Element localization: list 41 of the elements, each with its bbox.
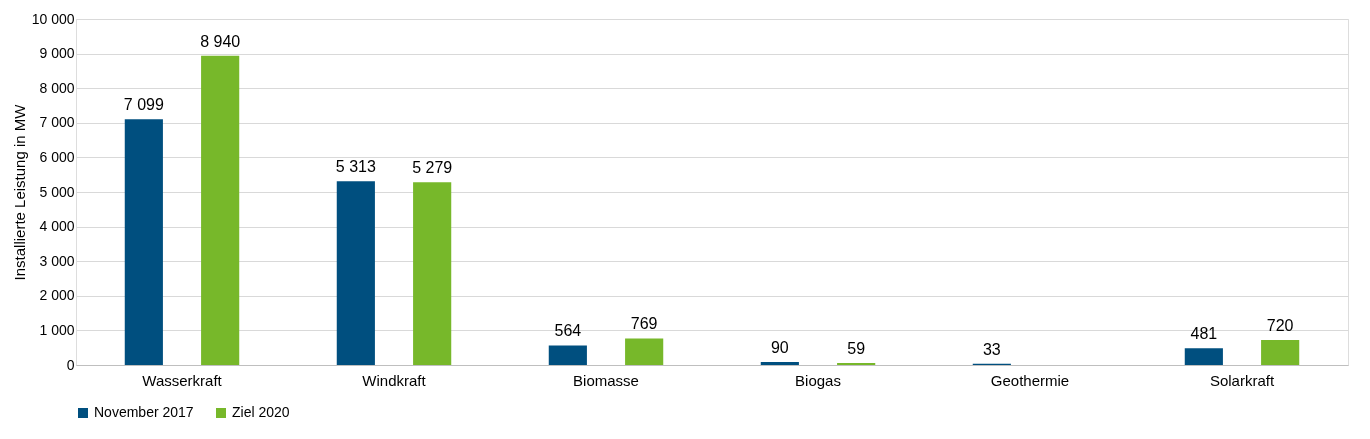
x-tick-label: Biogas [795,371,841,389]
x-tick-label: Geothermie [990,371,1070,389]
legend-label: Ziel 2020 [232,404,290,420]
y-axis-title: Installierte Leistung in MW [10,103,28,281]
data-label: 59 [847,339,866,357]
x-tick-label: Wasserkraft [142,371,223,389]
y-tick-label: 1 000 [39,321,75,338]
y-tick-label: 0 [66,356,75,373]
data-label: 33 [982,340,1001,358]
y-tick-label: 6 000 [39,148,75,165]
y-tick-label: 2 000 [39,287,75,304]
data-label: 90 [770,338,789,356]
bar [124,119,163,365]
y-tick-label: 9 000 [39,45,75,62]
x-tick-label: Biomasse [573,371,639,389]
data-label: 720 [1266,317,1294,335]
data-label: 5 313 [335,158,376,176]
data-label: 7 099 [123,96,164,114]
bar [201,55,240,365]
data-label: 481 [1190,325,1218,343]
bar [413,182,452,365]
y-tick-label: 8 000 [39,79,75,96]
bar [625,338,664,365]
y-tick-label: 10 000 [31,10,75,27]
data-label: 564 [554,322,582,340]
y-tick-label: 4 000 [39,218,75,235]
y-tick-label: 5 000 [39,183,75,200]
y-tick-label: 3 000 [39,252,75,269]
data-label: 8 940 [200,32,241,50]
bar [760,361,799,365]
x-tick-label: Windkraft [362,371,427,389]
bar [548,345,587,365]
bar [1184,348,1223,365]
bar [336,181,375,365]
legend-label: November 2017 [94,404,194,420]
bar [837,362,876,365]
y-tick-label: 7 000 [39,114,75,131]
data-label: 769 [630,315,658,333]
data-label: 5 279 [412,159,453,177]
bar [1261,340,1300,365]
x-tick-label: Solarkraft [1209,371,1275,389]
